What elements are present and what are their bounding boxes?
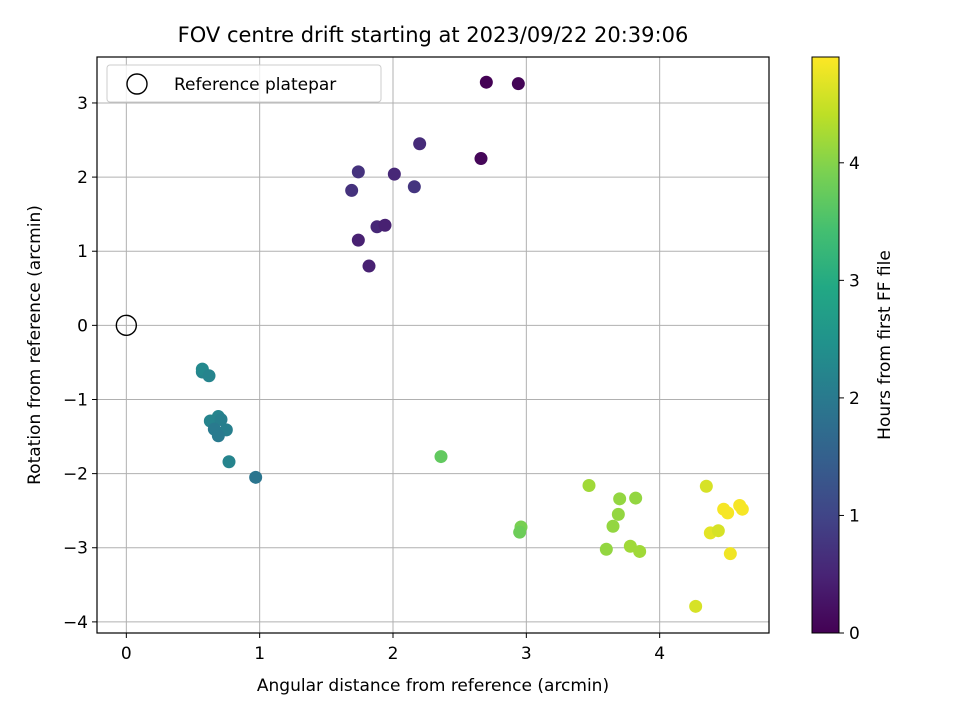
colorbar	[811, 56, 840, 634]
y-axis-label: Rotation from reference (arcmin)	[25, 205, 45, 485]
colorbar-tick-label: 0	[849, 624, 860, 644]
x-tick-label: 3	[521, 644, 532, 664]
data-point	[434, 450, 448, 464]
y-tick-label: −1	[63, 390, 88, 410]
data-point	[611, 507, 625, 521]
x-tick-label: 2	[388, 644, 399, 664]
data-point	[599, 542, 613, 556]
y-tick-label: 2	[77, 168, 88, 188]
y-tick-label: 3	[77, 94, 88, 114]
data-point	[474, 152, 488, 166]
data-point	[633, 544, 647, 558]
x-tick-label: 0	[121, 644, 132, 664]
y-tick-label: −3	[63, 539, 88, 559]
legend-marker-reference	[126, 73, 148, 95]
x-axis-label: Angular distance from reference (arcmin)	[257, 676, 609, 696]
colorbar-tick-label: 4	[849, 154, 860, 174]
data-point	[513, 525, 527, 539]
data-point	[629, 491, 643, 505]
legend-box	[106, 64, 382, 103]
colorbar-label: Hours from first FF file	[875, 250, 895, 440]
colorbar-ticks: 0 1 2 3 4	[839, 154, 860, 644]
data-point	[378, 218, 392, 232]
data-point	[735, 502, 749, 516]
data-point	[387, 167, 401, 181]
data-point	[211, 429, 225, 443]
data-point	[362, 259, 376, 273]
data-point	[407, 180, 421, 194]
data-point	[351, 165, 365, 179]
data-point	[606, 519, 620, 533]
colorbar-tick-label: 3	[849, 271, 860, 291]
data-point	[699, 479, 713, 493]
data-point	[214, 413, 228, 427]
colorbar-tick-label: 1	[849, 506, 860, 526]
legend-label-reference: Reference platepar	[174, 75, 336, 95]
x-tick-label: 4	[654, 644, 665, 664]
data-point	[222, 455, 236, 469]
data-point	[613, 492, 627, 506]
plot-area: 0 1 2 3 4 −4 −3 −2 −1 0 1 2 3	[63, 57, 769, 664]
data-point	[202, 369, 216, 383]
y-tick-label: 1	[77, 242, 88, 262]
legend: Reference platepar	[106, 64, 382, 103]
y-tick-label: −2	[63, 465, 88, 485]
chart-title: FOV centre drift starting at 2023/09/22 …	[178, 23, 689, 47]
x-tick-label: 1	[254, 644, 265, 664]
data-point	[511, 77, 525, 91]
data-point	[351, 233, 365, 247]
colorbar-tick-label: 2	[849, 389, 860, 409]
data-point	[721, 506, 735, 520]
data-point	[345, 183, 359, 197]
y-tick-label: −4	[63, 613, 88, 633]
data-point	[723, 547, 737, 561]
plot-frame	[96, 56, 770, 634]
data-point	[711, 524, 725, 538]
data-point	[249, 470, 263, 484]
data-point	[689, 599, 703, 613]
y-tick-label: 0	[77, 316, 88, 336]
data-point	[582, 478, 596, 492]
data-point	[479, 75, 493, 89]
reference-platepar-marker	[115, 314, 138, 337]
data-point	[413, 137, 427, 151]
